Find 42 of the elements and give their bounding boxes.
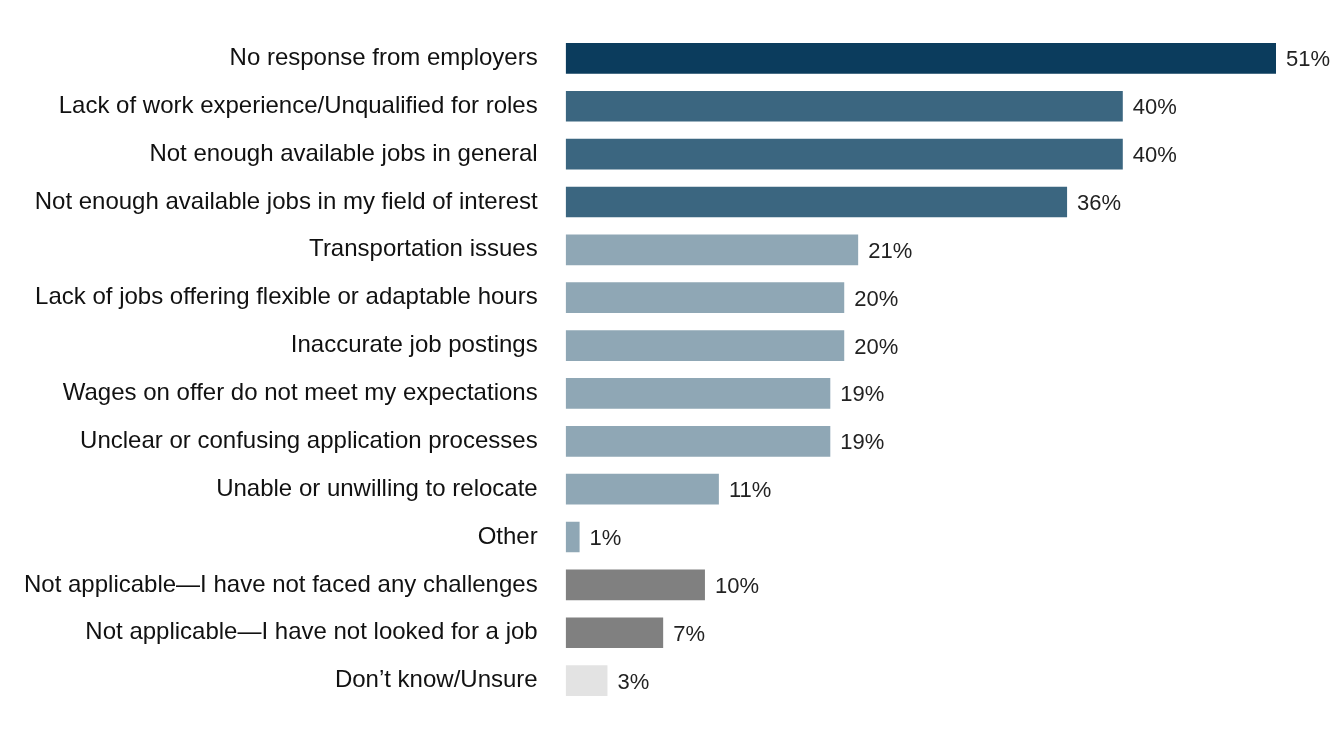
- data-label: 21%: [868, 237, 913, 263]
- data-label: 51%: [1286, 46, 1331, 72]
- data-label: 7%: [673, 620, 705, 646]
- data-label: 20%: [854, 285, 899, 311]
- y-tick-label: Transportation issues: [309, 234, 538, 262]
- data-label: 10%: [714, 572, 759, 598]
- data-label: 40%: [1132, 94, 1177, 120]
- bar: [565, 330, 845, 361]
- data-label: 3%: [617, 668, 650, 694]
- bar: [565, 43, 1276, 74]
- bar: [565, 186, 1068, 218]
- bar: [565, 617, 664, 649]
- bar: [565, 665, 608, 696]
- bar: [565, 473, 719, 505]
- y-tick-label: Inaccurate job postings: [290, 330, 538, 358]
- data-label: 36%: [1077, 190, 1122, 216]
- y-tick-label: Unclear or confusing application processes: [80, 425, 538, 453]
- y-tick-label: No response from employers: [229, 42, 538, 70]
- bar: [565, 569, 705, 601]
- data-label: 40%: [1132, 142, 1177, 168]
- y-tick-label: Unable or unwilling to relocate: [216, 473, 538, 501]
- bar: [565, 425, 831, 457]
- bar: [565, 521, 580, 553]
- bar: [565, 282, 845, 314]
- y-tick-label: Wages on offer do not meet my expectations: [62, 378, 538, 406]
- data-label: 1%: [589, 525, 622, 551]
- data-label: 19%: [840, 381, 885, 407]
- data-label: 11%: [728, 477, 772, 503]
- bar: [565, 378, 831, 409]
- y-tick-label: Lack of jobs offering flexible or adaptable hours: [35, 282, 538, 310]
- y-tick-label: Not applicable—I have not looked for a job: [85, 617, 538, 645]
- y-tick-label: Not enough available jobs in my field of interest: [34, 186, 538, 214]
- bar: [565, 90, 1123, 122]
- bar: [565, 138, 1123, 170]
- y-tick-label: Other: [477, 521, 538, 549]
- bar: [565, 234, 859, 266]
- y-tick-label: Don’t know/Unsure: [334, 665, 538, 693]
- y-tick-label: Lack of work experience/Unqualified for roles: [58, 90, 538, 118]
- data-label: 20%: [854, 333, 899, 359]
- y-tick-label: Not enough available jobs in general: [149, 138, 538, 166]
- data-label: 19%: [840, 429, 885, 455]
- y-tick-label: Not applicable—I have not faced any challenges: [24, 569, 538, 597]
